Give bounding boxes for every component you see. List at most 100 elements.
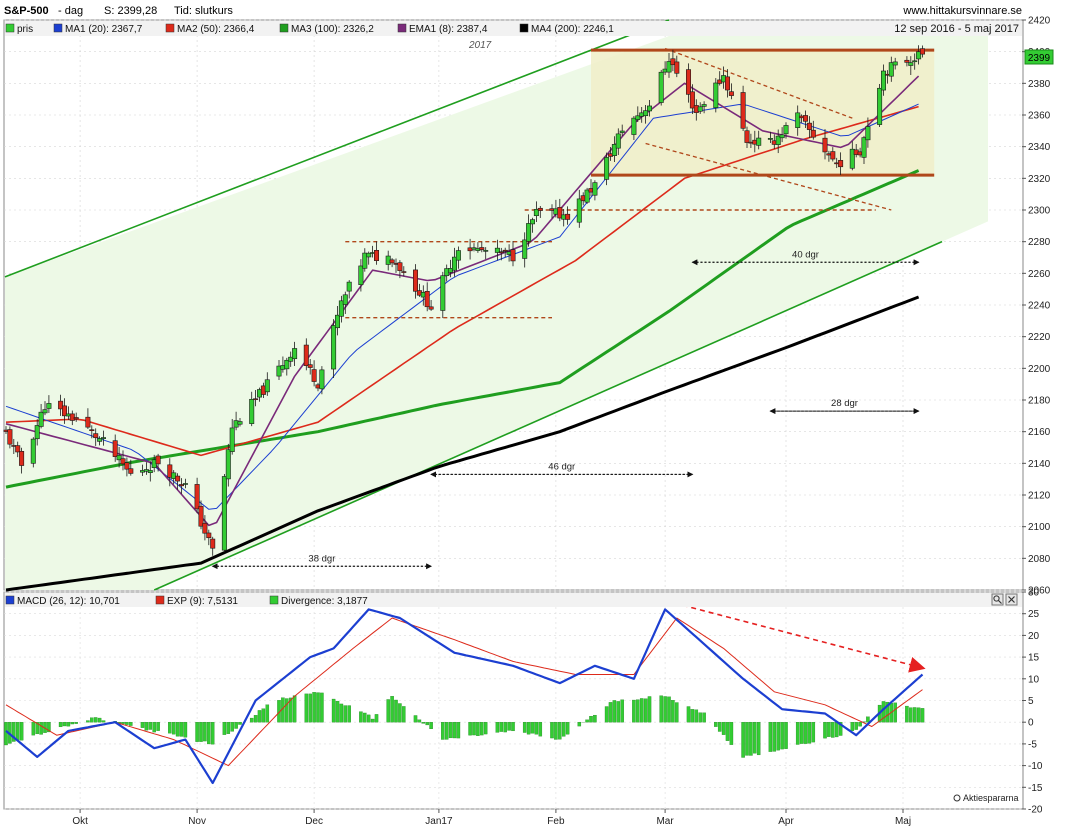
divergence-bar	[718, 722, 721, 731]
price-legend-item: MA2 (50): 2366,4	[166, 24, 255, 35]
divergence-bar	[363, 713, 366, 722]
divergence-bar	[531, 722, 534, 733]
price-y-tick: 2260	[1028, 269, 1051, 280]
price-y-tick: 2340	[1028, 142, 1051, 153]
divergence-bar	[578, 722, 581, 726]
divergence-bar	[613, 700, 616, 722]
svg-text:MACD (26, 12): 10,701: MACD (26, 12): 10,701	[17, 596, 120, 607]
divergence-bar	[336, 701, 339, 722]
divergence-bar	[523, 722, 526, 732]
svg-text:pris: pris	[17, 24, 33, 35]
divergence-bar	[207, 722, 210, 744]
svg-text:MA1 (20): 2367,7: MA1 (20): 2367,7	[65, 24, 143, 35]
divergence-bar	[102, 721, 105, 723]
divergence-bar	[648, 696, 651, 722]
divergence-bar	[172, 722, 175, 734]
period-label: - dag	[58, 5, 83, 17]
candle	[877, 84, 881, 127]
divergence-bar	[550, 722, 553, 738]
year-marker: 2017	[468, 40, 492, 51]
divergence-bar	[781, 722, 784, 749]
divergence-bar	[562, 722, 565, 736]
macd-y-tick: 15	[1028, 653, 1040, 664]
divergence-bar	[632, 700, 635, 722]
candle	[659, 70, 663, 106]
divergence-bar	[855, 722, 858, 729]
divergence-bar	[605, 707, 608, 723]
divergence-bar	[176, 722, 179, 736]
divergence-bar	[129, 722, 132, 725]
divergence-bar	[496, 722, 499, 732]
x-tick: Maj	[895, 816, 911, 827]
macd-legend-item: MACD (26, 12): 10,701	[6, 596, 120, 607]
logo-text: Aktiespararna	[963, 793, 1019, 803]
divergence-bar	[141, 722, 144, 727]
divergence-bar	[823, 722, 826, 738]
last-price-badge: 2399	[1025, 50, 1053, 64]
divergence-bar	[203, 722, 206, 741]
candle	[222, 474, 226, 552]
divergence-bar	[16, 722, 19, 740]
site-label: www.hittakursvinnare.se	[902, 5, 1022, 17]
divergence-bar	[695, 710, 698, 722]
divergence-bar	[586, 720, 589, 722]
divergence-bar	[348, 706, 351, 723]
divergence-bar	[913, 707, 916, 722]
candle	[741, 86, 745, 131]
divergence-bar	[223, 722, 226, 734]
divergence-bar	[258, 710, 261, 722]
divergence-bar	[535, 722, 538, 734]
divergence-bar	[426, 722, 429, 725]
svg-text:Divergence: 3,1877: Divergence: 3,1877	[281, 596, 368, 607]
divergence-bar	[375, 714, 378, 722]
divergence-bar	[753, 722, 756, 753]
divergence-bar	[808, 722, 811, 743]
divergence-bar	[196, 722, 199, 741]
price-y-tick: 2080	[1028, 554, 1051, 565]
divergence-bar	[367, 715, 370, 722]
divergence-bar	[449, 722, 452, 738]
x-tick: Okt	[72, 816, 88, 827]
divergence-bar	[667, 697, 670, 722]
divergence-bar	[313, 692, 316, 722]
macd-y-tick: -5	[1028, 739, 1037, 750]
divergence-bar	[309, 694, 312, 722]
macd-legend-item: Divergence: 3,1877	[270, 596, 368, 607]
divergence-bar	[664, 696, 667, 722]
divergence-bar	[75, 722, 78, 723]
divergence-bar	[211, 722, 214, 744]
divergence-bar	[441, 722, 444, 739]
divergence-bar	[332, 699, 335, 722]
price-y-tick: 2240	[1028, 301, 1051, 312]
price-legend-item: MA4 (200): 2246,1	[520, 24, 614, 35]
divergence-bar	[617, 701, 620, 722]
divergence-bar	[687, 707, 690, 723]
divergence-bar	[254, 715, 257, 722]
divergence-bar	[699, 713, 702, 723]
macd-y-tick: 0	[1028, 718, 1034, 729]
divergence-bar	[394, 700, 397, 722]
divergence-bar	[402, 706, 405, 722]
symbol-title: S&P-500	[4, 5, 49, 17]
divergence-bar	[921, 708, 924, 722]
macd-legend-item: EXP (9): 7,5131	[156, 596, 238, 607]
divergence-bar	[359, 712, 362, 723]
divergence-bar	[250, 718, 253, 722]
price-y-tick: 2420	[1028, 16, 1051, 27]
divergence-bar	[453, 722, 456, 738]
divergence-bar	[500, 722, 503, 731]
divergence-bar	[418, 720, 421, 722]
divergence-bar	[504, 722, 507, 732]
x-tick: Jan17	[425, 816, 453, 827]
divergence-bar	[285, 699, 288, 723]
price-y-tick: 2100	[1028, 522, 1051, 533]
price-legend-item: EMA1 (8): 2387,4	[398, 24, 488, 35]
divergence-bar	[320, 693, 323, 722]
divergence-bar	[917, 708, 920, 723]
day-count-label: 38 dgr	[308, 553, 335, 564]
divergence-bar	[398, 704, 401, 723]
divergence-bar	[387, 699, 390, 722]
divergence-bar	[227, 722, 230, 734]
divergence-bar	[691, 709, 694, 722]
